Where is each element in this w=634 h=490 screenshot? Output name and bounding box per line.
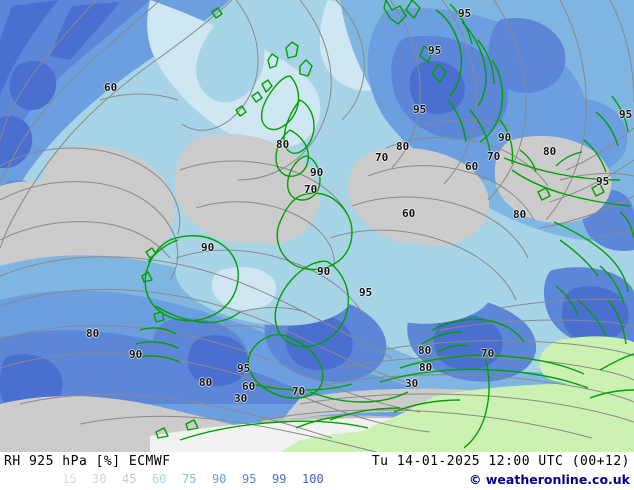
- map-footer: RH 925 hPa [%] ECMWF Tu 14-01-2025 12:00…: [0, 452, 634, 490]
- scale-tick-95[interactable]: 95: [242, 472, 257, 486]
- scale-tick-15[interactable]: 15: [62, 472, 77, 486]
- rh-band-darkest-nw: [0, 0, 120, 96]
- valid-time-label: Tu 14-01-2025 12:00 UTC (00+12): [371, 454, 630, 469]
- rh-pale-channel: [335, 242, 493, 324]
- scale-tick-60[interactable]: 60: [152, 472, 167, 486]
- scale-tick-90[interactable]: 90: [212, 472, 227, 486]
- land-green-iberia: [280, 428, 432, 452]
- scale-tick-30[interactable]: 30: [92, 472, 107, 486]
- map-title: RH 925 hPa [%] ECMWF: [4, 454, 171, 469]
- rh-blob-ne-2: [409, 60, 465, 115]
- land-gray-ne-strip: [494, 135, 612, 223]
- scale-tick-45[interactable]: 45: [122, 472, 137, 486]
- scale-tick-99[interactable]: 99: [272, 472, 287, 486]
- rh-blob-ne-3: [488, 18, 566, 94]
- scale-tick-100[interactable]: 100: [302, 472, 324, 486]
- land-gray-central: [174, 134, 320, 247]
- color-scale-legend[interactable]: 15 30 45 60 75 90 95 99 100: [62, 472, 332, 486]
- rh-band-deeper-nw: [0, 0, 150, 152]
- land-green-france-2: [539, 336, 634, 400]
- scale-tick-75[interactable]: 75: [182, 472, 197, 486]
- weather-map-canvas[interactable]: 60 95 95 95 95 80 90 70 70 60 80 95 80 9…: [0, 0, 634, 452]
- rh-blob-nw-1: [9, 60, 57, 110]
- land-gray-nw-block: [39, 146, 175, 267]
- map-svg: [0, 0, 634, 452]
- copyright-label: © weatheronline.co.uk: [469, 472, 630, 487]
- coastlines: [131, 0, 634, 449]
- rh-lt-north-tongue: [196, 0, 265, 103]
